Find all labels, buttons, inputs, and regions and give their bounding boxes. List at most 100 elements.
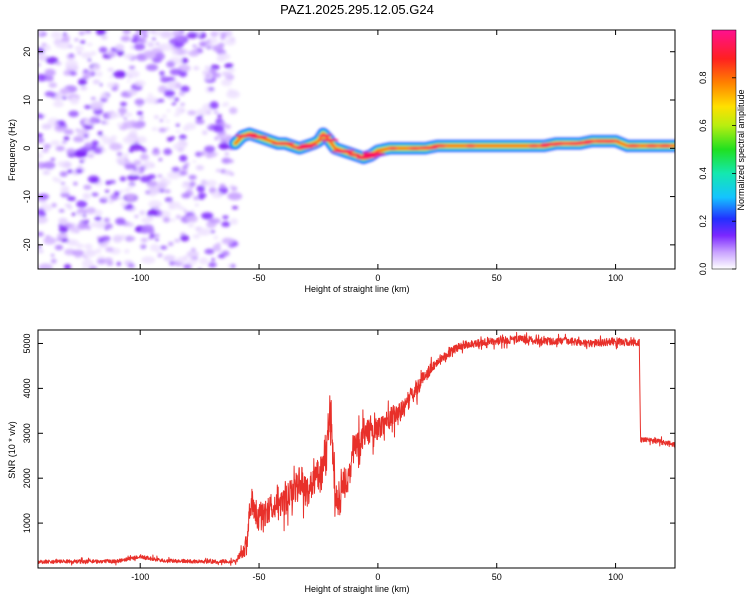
ridge-peak: [249, 135, 268, 139]
noise-blob: [122, 153, 129, 158]
noise-blob: [164, 89, 175, 98]
noise-blob: [227, 89, 239, 96]
noise-blob: [158, 127, 167, 133]
noise-blob: [220, 37, 226, 40]
noise-blob: [179, 154, 188, 162]
ridge-peak: [348, 153, 361, 157]
noise-blob: [95, 71, 103, 77]
noise-blob: [148, 186, 160, 195]
ridge-peak: [599, 139, 616, 143]
noise-blob: [106, 114, 111, 118]
noise-blob: [166, 81, 177, 90]
snr-frame: [37, 329, 676, 569]
noise-blob: [208, 187, 217, 194]
noise-blob: [91, 140, 99, 147]
noise-blob: [123, 53, 134, 60]
noise-blob: [133, 168, 137, 171]
noise-blob: [163, 255, 176, 262]
noise-blob: [67, 196, 76, 202]
spectrogram-x-tick-label: 100: [608, 273, 623, 283]
noise-blob: [104, 257, 113, 263]
ridge-peak: [526, 144, 541, 148]
noise-blob: [189, 30, 193, 34]
noise-blob: [94, 216, 102, 222]
spectrogram-y-tick-label: -10: [22, 190, 32, 203]
noise-blob: [155, 42, 160, 45]
noise-blob: [132, 122, 144, 129]
noise-blob: [142, 33, 149, 38]
spectrogram-y-tick-label: 0: [22, 146, 32, 151]
noise-blob: [147, 215, 154, 221]
noise-blob: [61, 96, 67, 100]
noise-blob: [38, 133, 43, 138]
noise-blob: [109, 142, 123, 151]
noise-blob: [158, 158, 163, 162]
noise-blob: [119, 176, 127, 182]
noise-blob: [148, 236, 154, 240]
noise-blob: [167, 171, 181, 180]
noise-blob: [124, 188, 131, 193]
colorbar-axis: 0.0 0.2 0.4 0.6 0.8: [698, 72, 736, 275]
noise-blob: [91, 192, 99, 197]
noise-blob: [213, 235, 219, 240]
ridge-peak: [431, 144, 449, 148]
noise-blob: [79, 147, 86, 152]
noise-blob: [217, 30, 222, 34]
noise-blob: [133, 43, 146, 51]
noise-blob: [48, 82, 58, 88]
noise-blob: [64, 203, 72, 208]
noise-blob: [38, 245, 42, 249]
noise-blob: [106, 82, 115, 88]
noise-blob: [103, 217, 110, 223]
colorbar-tick-label: 0.4: [698, 167, 708, 180]
noise-blob: [182, 165, 188, 169]
noise-blob: [212, 244, 221, 252]
noise-blob: [209, 101, 219, 110]
noise-blob: [38, 208, 45, 215]
noise-blob: [126, 79, 131, 83]
noise-blob: [172, 30, 183, 37]
noise-blob: [157, 254, 162, 258]
noise-blob: [167, 199, 173, 203]
noise-blob: [196, 185, 205, 193]
noise-blob: [65, 59, 78, 68]
noise-blob: [134, 80, 146, 87]
noise-blob: [90, 101, 104, 109]
noise-blob: [147, 41, 155, 48]
noise-blob: [218, 186, 228, 195]
noise-blob: [76, 200, 88, 208]
noise-blob: [198, 257, 209, 265]
noise-blob: [90, 178, 100, 184]
noise-blob: [109, 112, 120, 119]
snr-y-label: SNR (10 * v/v): [7, 421, 17, 479]
noise-blob: [67, 206, 73, 210]
noise-blob: [208, 68, 217, 73]
noise-blob: [171, 166, 180, 173]
noise-blob: [79, 159, 84, 164]
noise-blob: [217, 53, 231, 61]
noise-blob: [179, 134, 187, 140]
noise-blob: [38, 263, 53, 269]
noise-blob: [63, 136, 70, 141]
snr-y-tick-label: 1000: [22, 513, 32, 533]
ridge-peak: [318, 134, 332, 138]
noise-blob: [75, 168, 83, 174]
noise-blob: [58, 217, 68, 224]
spectrogram-x-axis: -100 -50 0 50 100: [131, 30, 623, 283]
noise-blob: [98, 46, 108, 54]
noise-blob: [42, 148, 49, 153]
noise-blob: [120, 101, 127, 107]
noise-blob: [176, 48, 189, 56]
noise-blob: [144, 52, 157, 60]
noise-blob: [85, 249, 96, 258]
ridge-peak: [362, 151, 386, 156]
ridge-peak: [339, 149, 350, 153]
noise-blob: [221, 237, 235, 245]
noise-blob: [100, 93, 109, 99]
noise-blob: [80, 86, 88, 91]
noise-blob: [60, 192, 70, 198]
noise-blob: [176, 256, 188, 264]
noise-blob: [188, 50, 200, 57]
noise-blob: [76, 243, 84, 249]
noise-blob: [38, 231, 44, 237]
